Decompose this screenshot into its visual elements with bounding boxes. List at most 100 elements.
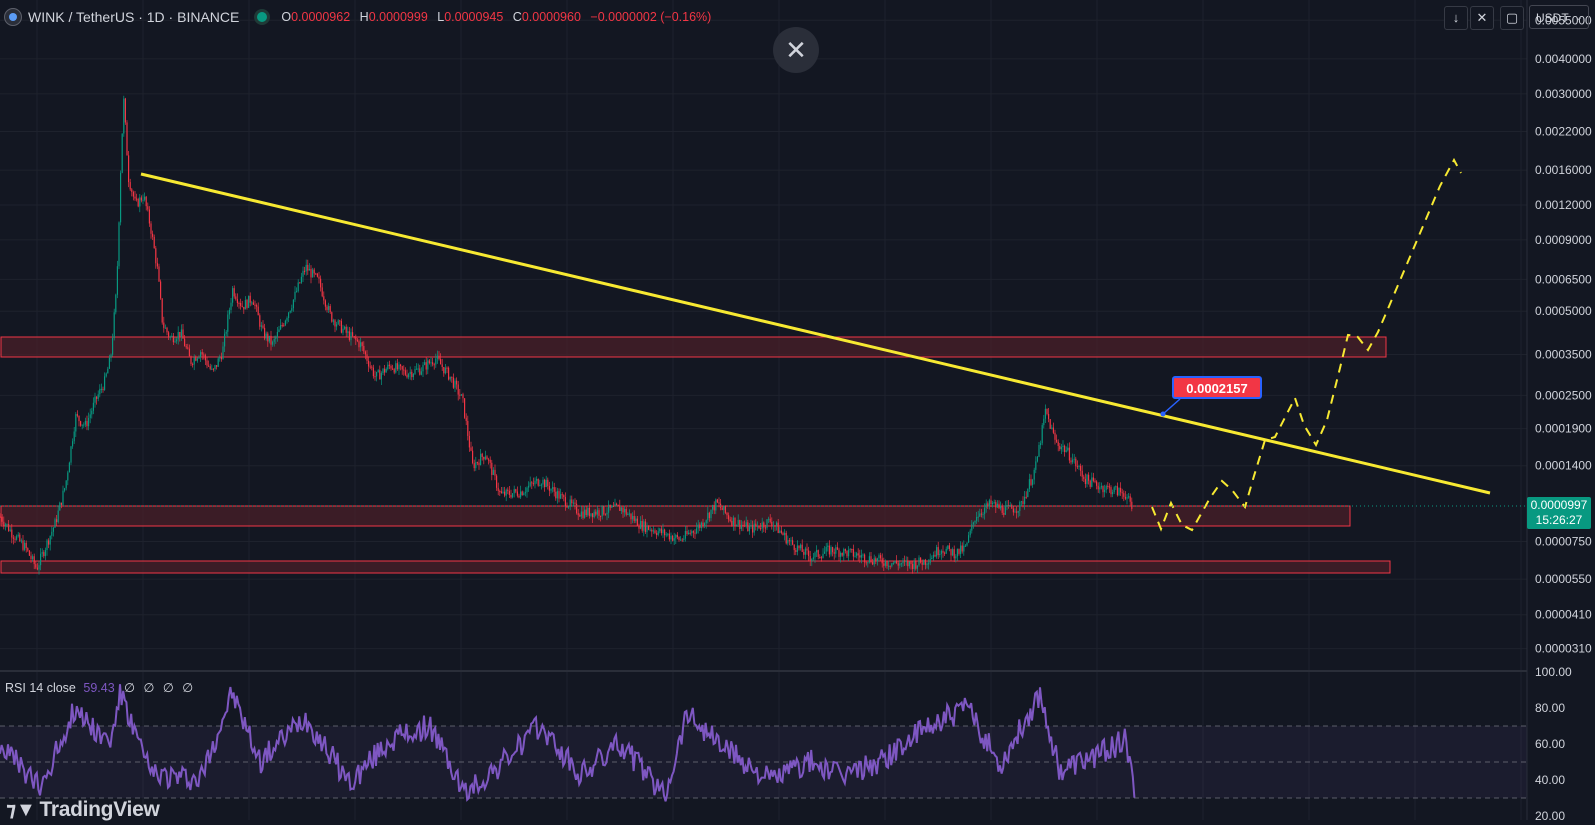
candle-body [38, 565, 40, 570]
candle-body [825, 546, 827, 552]
candle-body [756, 525, 758, 527]
candle-body [262, 325, 264, 328]
close-label: C [512, 10, 522, 24]
candle-body [886, 560, 888, 567]
candle-body [561, 494, 563, 496]
candle-body [768, 518, 770, 520]
rsi-params: 14 close [29, 681, 76, 695]
candle-body [105, 373, 107, 377]
price-axis[interactable]: 0.0055000 0.0040000 0.0030000 0.0022000 0.00… [1528, 0, 1595, 823]
support-zone-lower[interactable] [0, 560, 1391, 574]
candle-body [20, 540, 22, 542]
candle-body [1036, 456, 1038, 462]
support-zone-middle[interactable] [0, 505, 1351, 527]
candle-body [339, 320, 341, 322]
candle-body [369, 366, 371, 368]
candle-body [59, 502, 61, 511]
arrow-down-button[interactable]: ↓ [1444, 6, 1468, 30]
candle-body [801, 544, 803, 552]
candle-body [788, 540, 790, 542]
candle-body [731, 520, 733, 526]
currency-select[interactable]: USDT ⌄ [1529, 5, 1589, 29]
candle-body [352, 332, 354, 337]
candle-body [56, 519, 58, 523]
candle-body [1083, 476, 1085, 479]
fullscreen-icon: ▢ [1505, 10, 1519, 25]
candle-body [708, 512, 710, 519]
candle-body [217, 358, 219, 367]
candle-body [182, 329, 184, 339]
candle-body [968, 535, 970, 543]
candle-body [950, 548, 952, 556]
candle-body [584, 509, 586, 518]
candle-body [1038, 444, 1040, 457]
candle-body [459, 394, 461, 396]
candle-body [1043, 418, 1045, 426]
candle-body [1003, 512, 1005, 515]
rsi-legend[interactable]: RSI 14 close 59.43 ∅ ∅ ∅ ∅ [5, 680, 198, 695]
candle-body [713, 505, 715, 511]
candle-body [1041, 425, 1043, 444]
candle-body [593, 511, 595, 518]
candle-body [83, 424, 85, 426]
candle-body [796, 545, 798, 552]
candle-body [216, 365, 218, 367]
candle-body [422, 364, 424, 372]
price-callout[interactable]: 0.0002157 [1172, 376, 1262, 399]
candle-body [289, 310, 291, 313]
candle-body [1126, 497, 1128, 499]
candle-body [1078, 465, 1080, 467]
candle-body [1088, 474, 1090, 481]
candle-body [1070, 460, 1072, 463]
price-tick-label: 0.0016000 [1535, 163, 1592, 177]
tradingview-logo[interactable]: ⁊▼ TradingView [6, 797, 160, 822]
candle-body [793, 544, 795, 551]
candle-body [992, 503, 994, 505]
candle-body [587, 507, 589, 516]
currency-label: USDT [1536, 11, 1569, 25]
candle-body [404, 370, 406, 375]
candle-body [142, 199, 144, 201]
candle-body [100, 388, 102, 390]
candle-body [224, 333, 226, 347]
candle-body [281, 325, 283, 327]
resistance-zone-upper[interactable] [0, 336, 1387, 358]
candle-body [348, 331, 350, 340]
candle-body [1097, 485, 1099, 490]
candle-body [1076, 466, 1078, 468]
candle-body [873, 558, 875, 565]
collapse-button[interactable]: ✕ [1470, 6, 1494, 30]
candle-body [1056, 439, 1058, 442]
close-button[interactable]: ✕ [773, 27, 819, 73]
candle-body [468, 435, 470, 448]
candle-body [579, 515, 581, 517]
candle-body [489, 459, 491, 463]
candle-body [908, 561, 910, 567]
candle-body [969, 530, 971, 536]
candle-body [220, 357, 222, 360]
candle-body [910, 561, 912, 565]
symbol-legend[interactable]: WINK / TetherUS · 1D · BINANCE O0.000096… [4, 8, 717, 26]
candle-body [544, 479, 546, 488]
price-tick-label: 0.0002500 [1535, 388, 1592, 402]
callout-anchor [1160, 411, 1166, 417]
descending-trendline[interactable] [140, 172, 1491, 495]
fullscreen-button[interactable]: ▢ [1500, 6, 1524, 30]
candle-body [308, 268, 310, 271]
candle-body [792, 540, 794, 545]
candle-body [588, 507, 590, 517]
candle-body [747, 522, 749, 532]
candle-body [595, 511, 597, 515]
price-tick-label: 0.0000310 [1535, 642, 1592, 656]
candle-body [208, 365, 210, 367]
candle-body [1012, 508, 1014, 513]
market-status-icon[interactable] [257, 12, 268, 22]
candle-body [1062, 445, 1064, 448]
candle-body [73, 431, 75, 442]
candle-body [942, 550, 944, 553]
candle-body [883, 563, 885, 566]
price-tick-label: 0.0022000 [1535, 124, 1592, 138]
last-price-badge: 0.0000997 15:26:27 [1527, 497, 1591, 529]
